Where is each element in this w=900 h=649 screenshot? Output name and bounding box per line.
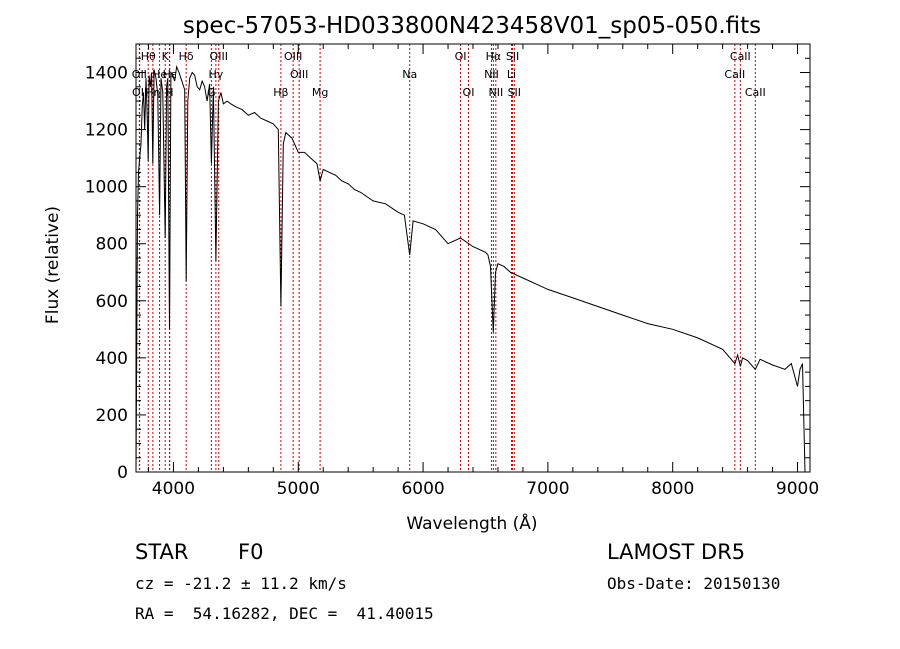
spectral-line-label: OI xyxy=(455,50,467,63)
y-tick-label: 200 xyxy=(96,406,128,426)
y-tick-label: 1400 xyxy=(85,64,128,84)
spectral-line-label: Hα xyxy=(486,50,502,63)
observation-date: Obs-Date: 20150130 xyxy=(607,574,781,593)
spectrum-line xyxy=(135,64,806,473)
object-class: STAR xyxy=(135,540,189,564)
spectral-line-label: OIII xyxy=(210,50,228,63)
x-tick-label: 4000 xyxy=(152,479,195,499)
x-tick-label: 5000 xyxy=(277,479,320,499)
x-tick-label: 7000 xyxy=(526,479,569,499)
spectral-line-label: Li xyxy=(507,68,516,81)
spectral-line-label: OIII xyxy=(290,68,308,81)
chart-title: spec-57053-HD033800N423458V01_sp05-050.f… xyxy=(183,13,761,39)
y-tick-label: 0 xyxy=(117,463,128,483)
spectral-line-label: CaII xyxy=(730,50,751,63)
y-tick-label: 1000 xyxy=(85,178,128,198)
spectral-line-label: Hθ xyxy=(141,50,156,63)
spectral-line-label: NII xyxy=(488,86,503,99)
spectral-line-label: OII xyxy=(132,68,147,81)
spectral-line-label: OI xyxy=(463,86,475,99)
spectral-line-label: CaII xyxy=(745,86,766,99)
y-tick-label: 600 xyxy=(96,292,128,312)
spectral-line-label: OIII xyxy=(284,50,302,63)
x-axis: 4000 5000 6000 7000 8000 9000 xyxy=(147,44,819,499)
object-subclass: F0 xyxy=(238,540,264,564)
plot-frame xyxy=(135,43,811,473)
spectral-line-label: Mg xyxy=(312,86,328,99)
y-tick-label: 800 xyxy=(96,235,128,255)
spectral-line-label: Na xyxy=(402,68,417,81)
y-tick-label: 1200 xyxy=(85,121,128,141)
x-axis-label: Wavelength (Å) xyxy=(406,512,537,534)
spectral-line-label: Hγ xyxy=(208,68,223,81)
redshift-velocity: cz = -21.2 ± 11.2 km/s xyxy=(135,574,347,593)
spectral-line-label: SII xyxy=(508,86,521,99)
x-tick-label: 9000 xyxy=(776,479,819,499)
spectral-line-label: K xyxy=(162,50,170,63)
spectral-line-label: Hβ xyxy=(273,86,288,99)
spectral-line-label: SII xyxy=(506,50,519,63)
spectral-line-markers xyxy=(138,44,756,472)
x-tick-label: 8000 xyxy=(651,479,694,499)
spectral-line-label: CaII xyxy=(724,68,745,81)
y-axis-label: Flux (relative) xyxy=(43,206,63,324)
survey-name: LAMOST DR5 xyxy=(607,540,746,564)
y-tick-label: 400 xyxy=(96,349,128,369)
spectral-line-label: NII xyxy=(484,68,499,81)
y-axis: 0 200 400 600 800 1000 1200 1400 xyxy=(85,43,810,483)
spectral-line-label: G xyxy=(207,86,216,99)
spectral-line-label: H xyxy=(165,86,173,99)
sky-coordinates: RA = 54.16282, DEC = 41.40015 xyxy=(135,604,434,623)
spectral-line-label: Hδ xyxy=(179,50,194,63)
x-tick-label: 6000 xyxy=(401,479,444,499)
